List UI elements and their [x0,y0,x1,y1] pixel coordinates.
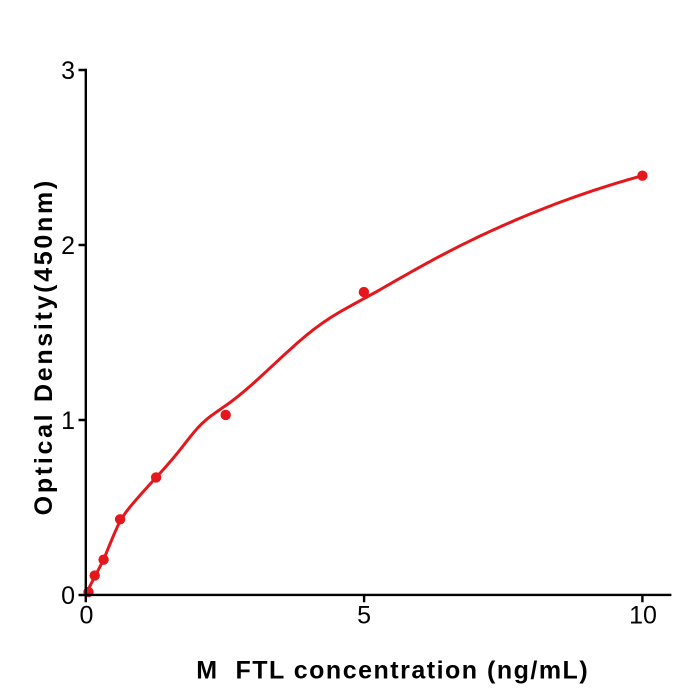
svg-text:5: 5 [357,601,371,629]
svg-text:0: 0 [61,582,75,610]
svg-text:3: 3 [61,57,75,85]
svg-text:M FTL concentration (ng/mL): M FTL concentration (ng/mL) [196,657,589,685]
svg-text:0: 0 [80,601,94,629]
svg-text:1: 1 [61,407,75,435]
svg-text:2: 2 [61,232,75,260]
svg-text:Optical Density(450nm): Optical Density(450nm) [30,178,58,515]
svg-text:10: 10 [629,601,657,629]
